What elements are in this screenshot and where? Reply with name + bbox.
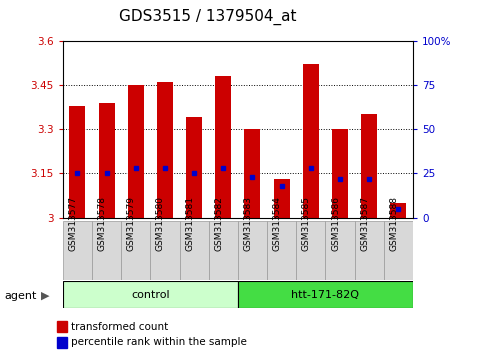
Text: GSM313579: GSM313579 <box>127 196 136 251</box>
Bar <box>128 85 144 218</box>
Bar <box>70 105 85 218</box>
Text: GSM313587: GSM313587 <box>360 196 369 251</box>
Bar <box>186 118 202 218</box>
Text: htt-171-82Q: htt-171-82Q <box>291 290 359 300</box>
Bar <box>303 64 319 218</box>
Text: GDS3515 / 1379504_at: GDS3515 / 1379504_at <box>119 9 297 25</box>
Bar <box>180 221 209 280</box>
Text: GSM313580: GSM313580 <box>156 196 165 251</box>
Bar <box>150 221 180 280</box>
Bar <box>326 221 355 280</box>
Bar <box>121 221 150 280</box>
Text: GSM313583: GSM313583 <box>243 196 253 251</box>
Bar <box>296 221 326 280</box>
Bar <box>361 114 377 218</box>
Bar <box>238 281 413 308</box>
Bar <box>63 221 92 280</box>
Bar <box>238 221 267 280</box>
Text: control: control <box>131 290 170 300</box>
Bar <box>57 337 67 348</box>
Bar <box>267 221 296 280</box>
Text: GSM313577: GSM313577 <box>69 196 77 251</box>
Bar <box>355 221 384 280</box>
Bar <box>244 129 260 218</box>
Text: GSM313578: GSM313578 <box>98 196 107 251</box>
Text: GSM313582: GSM313582 <box>214 196 223 251</box>
Bar <box>390 203 406 218</box>
Bar <box>57 321 67 332</box>
Bar <box>63 281 238 308</box>
Text: GSM313584: GSM313584 <box>272 196 282 251</box>
Bar <box>92 221 121 280</box>
Bar <box>209 221 238 280</box>
Text: GSM313586: GSM313586 <box>331 196 340 251</box>
Bar <box>384 221 413 280</box>
Text: ▶: ▶ <box>41 291 50 301</box>
Bar <box>99 103 114 218</box>
Bar <box>274 179 290 218</box>
Bar <box>332 129 348 218</box>
Bar <box>157 82 173 218</box>
Text: GSM313588: GSM313588 <box>389 196 398 251</box>
Text: GSM313581: GSM313581 <box>185 196 194 251</box>
Text: GSM313585: GSM313585 <box>302 196 311 251</box>
Text: percentile rank within the sample: percentile rank within the sample <box>71 337 247 348</box>
Text: agent: agent <box>5 291 37 301</box>
Bar <box>215 76 231 218</box>
Text: transformed count: transformed count <box>71 321 168 332</box>
